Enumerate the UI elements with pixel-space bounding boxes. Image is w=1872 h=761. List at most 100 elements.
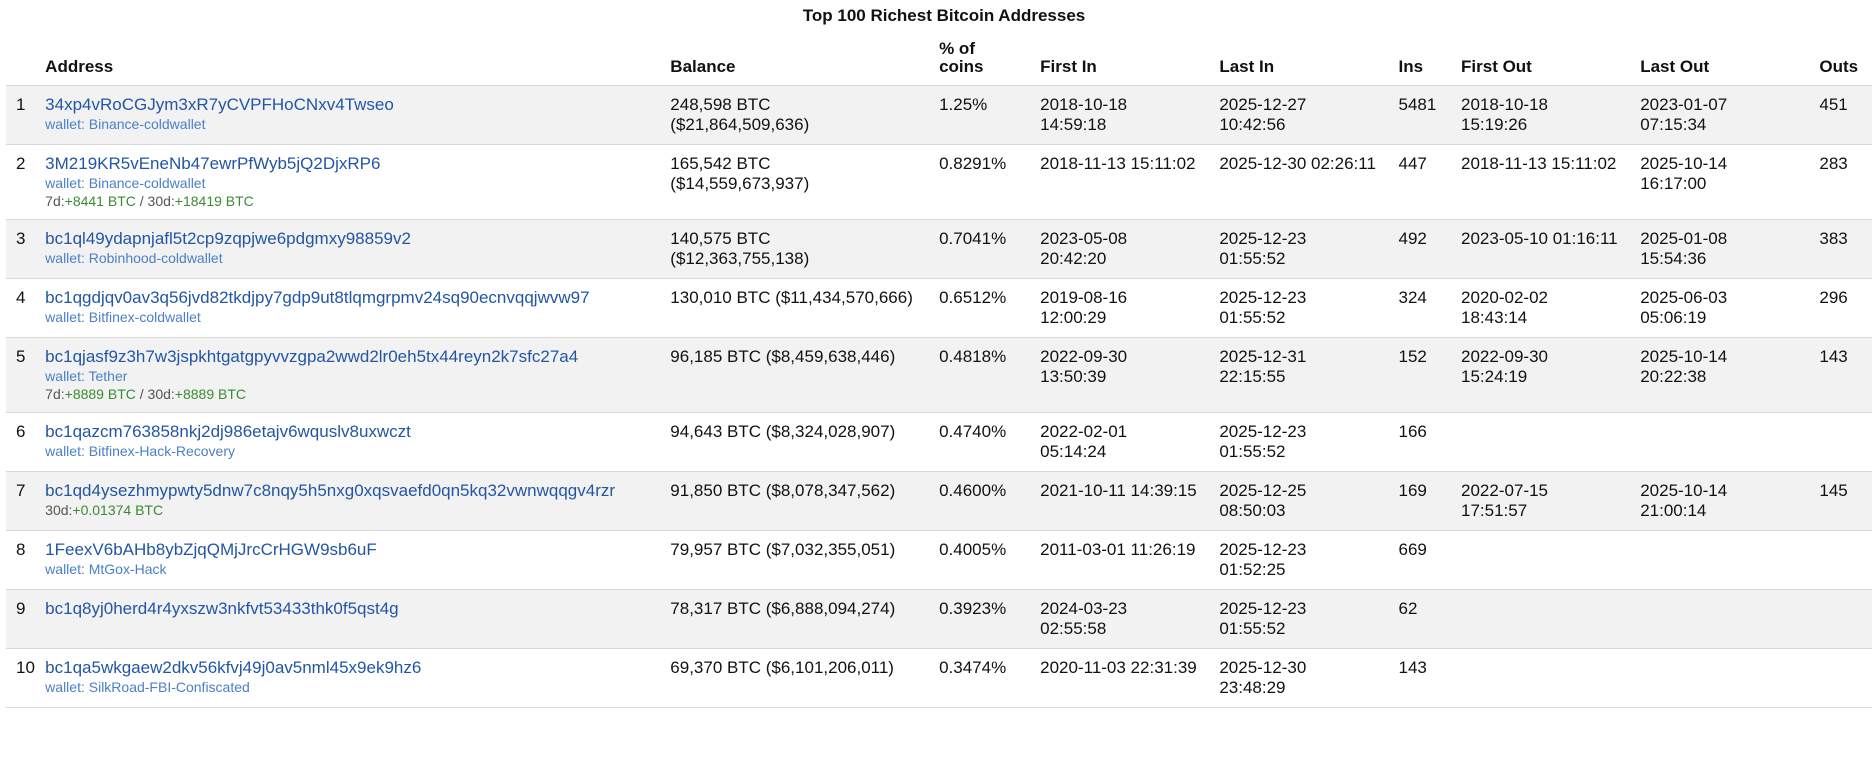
ins-cell: 152	[1388, 337, 1452, 413]
first-out-cell: 2018-11-13 15:11:02	[1451, 144, 1631, 220]
page-title: Top 100 Richest Bitcoin Addresses	[802, 6, 1086, 25]
outs-cell: 145	[1809, 471, 1872, 531]
first-out-cell: 2022-07-15 17:51:57	[1451, 471, 1631, 531]
balance-btc: 165,542 BTC	[670, 154, 771, 173]
address-cell: bc1q8yj0herd4r4yxszw3nkfvt53433thk0f5qst…	[35, 589, 661, 649]
change-separator: /	[135, 386, 148, 402]
balance-change: 30d:+0.01374 BTC	[45, 501, 654, 519]
address-cell: 1FeexV6bAHb8ybZjqQMjJrcCrHGW9sb6uF wallet…	[35, 530, 661, 590]
table-row: 5 bc1qjasf9z3h7w3jspkhtgatgpyvvzgpa2wwd2l…	[6, 337, 1872, 413]
column-header-outs[interactable]: Outs	[1809, 40, 1872, 86]
first-in-date: 2023-05-08	[1040, 229, 1128, 248]
first-out-date: 2020-02-02	[1461, 288, 1548, 307]
last-in-time: 01:52:25	[1219, 560, 1286, 579]
last-out-cell: 2023-01-07 07:15:34	[1630, 85, 1810, 145]
table-row: 8 1FeexV6bAHb8ybZjqQMjJrcCrHGW9sb6uF walle…	[6, 530, 1872, 590]
first-out-cell: 2022-09-30 15:24:19	[1451, 337, 1631, 413]
column-header-balance[interactable]: Balance	[660, 40, 930, 86]
table-row: 10 bc1qa5wkgaew2dkv56kfvj49j0av5nml45x9ek…	[6, 648, 1872, 708]
address-link[interactable]: bc1qgdjqv0av3q56jvd82tkdjpy7gdp9ut8tlqmg…	[45, 288, 590, 307]
column-header-first-out[interactable]: First Out	[1451, 40, 1631, 86]
rich-list-table: Address Balance % of coins First In Last…	[6, 40, 1872, 708]
first-in-cell: 2024-03-23 02:55:58	[1030, 589, 1210, 649]
change-30d-label: 30d:	[147, 386, 175, 402]
table-header-row: Address Balance % of coins First In Last…	[6, 40, 1872, 86]
address-link[interactable]: 34xp4vRoCGJym3xR7yCVPFHoCNxv4Twseo	[45, 95, 394, 114]
balance-cell: 165,542 BTC ($14,559,673,937)	[660, 144, 930, 220]
balance-btc: 69,370 BTC ($6,101,206,011)	[670, 658, 894, 677]
change-30d-label: 30d:	[45, 502, 73, 518]
first-out-time: 15:24:19	[1461, 367, 1528, 386]
ins-cell: 62	[1388, 589, 1452, 649]
last-in-date: 2025-12-31	[1219, 347, 1307, 366]
last-out-cell	[1630, 412, 1810, 472]
last-out-date: 2025-10-14	[1640, 481, 1728, 500]
balance-usd: ($21,864,509,636)	[670, 115, 810, 134]
rank-cell: 8	[6, 530, 36, 590]
wallet-label[interactable]: wallet: Tether	[45, 368, 128, 384]
balance-change: 7d:+8889 BTC / 30d:+8889 BTC	[45, 385, 654, 403]
last-out-time: 16:17:00	[1640, 174, 1707, 193]
column-header-percent[interactable]: % of coins	[929, 40, 1031, 86]
rank-cell: 9	[6, 589, 36, 649]
address-cell: bc1ql49ydapnjafl5t2cp9zqpjwe6pdgmxy98859…	[35, 219, 661, 279]
change-separator: /	[135, 193, 148, 209]
last-in-date: 2025-12-23	[1219, 599, 1307, 618]
column-header-address[interactable]: Address	[35, 40, 661, 86]
balance-cell: 91,850 BTC ($8,078,347,562)	[660, 471, 930, 531]
address-link[interactable]: bc1q8yj0herd4r4yxszw3nkfvt53433thk0f5qst…	[45, 599, 399, 618]
first-in-date: 2022-09-30	[1040, 347, 1128, 366]
column-header-ins[interactable]: Ins	[1388, 40, 1452, 86]
wallet-label[interactable]: wallet: Bitfinex-Hack-Recovery	[45, 443, 236, 459]
wallet-label[interactable]: wallet: Bitfinex-coldwallet	[45, 309, 201, 325]
address-link[interactable]: bc1qazcm763858nkj2dj986etajv6wquslv8uxwc…	[45, 422, 411, 441]
balance-cell: 248,598 BTC ($21,864,509,636)	[660, 85, 930, 145]
balance-btc: 79,957 BTC ($7,032,355,051)	[670, 540, 896, 559]
first-in-date: 2011-03-01 11:26:19	[1040, 540, 1196, 559]
last-in-date: 2025-12-27	[1219, 95, 1307, 114]
first-in-time: 20:42:20	[1040, 249, 1107, 268]
last-out-cell	[1630, 589, 1810, 649]
column-header-first-in[interactable]: First In	[1030, 40, 1210, 86]
change-30d-label: 30d:	[147, 193, 175, 209]
last-in-cell: 2025-12-25 08:50:03	[1209, 471, 1389, 531]
wallet-label[interactable]: wallet: MtGox-Hack	[45, 561, 167, 577]
wallet-label[interactable]: wallet: SilkRoad-FBI-Confiscated	[45, 679, 250, 695]
last-out-cell	[1630, 648, 1810, 708]
address-cell: 34xp4vRoCGJym3xR7yCVPFHoCNxv4Twseo wallet…	[35, 85, 661, 145]
address-link[interactable]: 3M219KR5vEneNb47ewrPfWyb5jQ2DjxRP6	[45, 154, 381, 173]
wallet-label[interactable]: wallet: Binance-coldwallet	[45, 116, 206, 132]
balance-cell: 79,957 BTC ($7,032,355,051)	[660, 530, 930, 590]
outs-cell	[1809, 412, 1872, 472]
rank-cell: 2	[6, 144, 36, 220]
column-header-last-out[interactable]: Last Out	[1630, 40, 1810, 86]
balance-btc: 94,643 BTC ($8,324,028,907)	[670, 422, 896, 441]
balance-cell: 94,643 BTC ($8,324,028,907)	[660, 412, 930, 472]
change-30d-value: +0.01374 BTC	[72, 502, 164, 518]
balance-change: 7d:+8441 BTC / 30d:+18419 BTC	[45, 192, 654, 210]
first-out-time: 18:43:14	[1461, 308, 1528, 327]
first-out-cell	[1451, 530, 1631, 590]
first-out-cell: 2020-02-02 18:43:14	[1451, 278, 1631, 338]
last-in-time: 23:48:29	[1219, 678, 1286, 697]
balance-cell: 69,370 BTC ($6,101,206,011)	[660, 648, 930, 708]
percent-cell: 0.7041%	[929, 219, 1031, 279]
column-header-rank	[6, 40, 36, 86]
last-out-date: 2025-10-14	[1640, 154, 1728, 173]
address-cell: bc1qa5wkgaew2dkv56kfvj49j0av5nml45x9ek9h…	[35, 648, 661, 708]
column-header-last-in[interactable]: Last In	[1209, 40, 1389, 86]
address-link[interactable]: bc1qd4ysezhmypwty5dnw7c8nqy5h5nxg0xqsvae…	[45, 481, 616, 500]
address-link[interactable]: bc1ql49ydapnjafl5t2cp9zqpjwe6pdgmxy98859…	[45, 229, 411, 248]
balance-btc: 130,010 BTC ($11,434,570,666)	[670, 288, 913, 307]
address-link[interactable]: 1FeexV6bAHb8ybZjqQMjJrcCrHGW9sb6uF	[45, 540, 377, 559]
rank-cell: 10	[6, 648, 36, 708]
last-out-cell: 2025-10-14 21:00:14	[1630, 471, 1810, 531]
address-link[interactable]: bc1qa5wkgaew2dkv56kfvj49j0av5nml45x9ek9h…	[45, 658, 422, 677]
percent-cell: 0.4005%	[929, 530, 1031, 590]
address-link[interactable]: bc1qjasf9z3h7w3jspkhtgatgpyvvzgpa2wwd2lr…	[45, 347, 579, 366]
last-out-cell: 2025-01-08 15:54:36	[1630, 219, 1810, 279]
first-in-time: 14:59:18	[1040, 115, 1107, 134]
wallet-label[interactable]: wallet: Binance-coldwallet	[45, 175, 206, 191]
address-cell: bc1qazcm763858nkj2dj986etajv6wquslv8uxwc…	[35, 412, 661, 472]
wallet-label[interactable]: wallet: Robinhood-coldwallet	[45, 250, 223, 266]
